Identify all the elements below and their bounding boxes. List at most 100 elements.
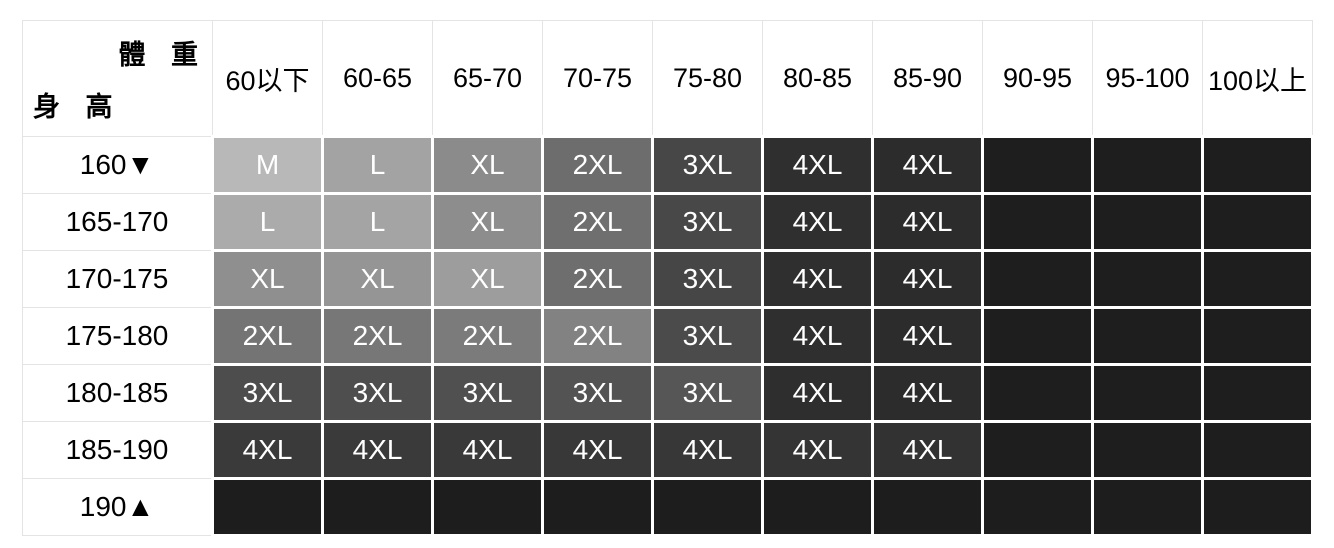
size-cell: 4XL (761, 192, 874, 252)
size-cell: 4XL (761, 363, 874, 423)
empty-cell (431, 477, 544, 537)
size-cell: 4XL (761, 135, 874, 195)
col-header: 60-65 (322, 20, 433, 137)
size-cell: 4XL (761, 306, 874, 366)
size-cell: XL (211, 249, 324, 309)
empty-cell (1091, 192, 1204, 252)
table-row: 175-180 2XL 2XL 2XL 2XL 3XL 4XL 4XL (22, 306, 1314, 366)
table-row: 165-170 L L XL 2XL 3XL 4XL 4XL (22, 192, 1314, 252)
empty-cell (981, 306, 1094, 366)
size-cell: XL (431, 135, 544, 195)
size-cell: 4XL (541, 420, 654, 480)
empty-cell (1091, 363, 1204, 423)
size-cell: XL (431, 249, 544, 309)
col-header: 95-100 (1092, 20, 1203, 137)
col-header: 75-80 (652, 20, 763, 137)
empty-cell (1201, 420, 1314, 480)
size-cell: 4XL (871, 363, 984, 423)
empty-cell (211, 477, 324, 537)
size-cell: L (321, 135, 434, 195)
row-header: 160▼ (22, 136, 213, 194)
size-cell: 3XL (431, 363, 544, 423)
empty-cell (871, 477, 984, 537)
size-cell: 2XL (541, 192, 654, 252)
row-header: 190▲ (22, 478, 213, 536)
empty-cell (1091, 135, 1204, 195)
corner-cell: 體 重身 高 (22, 20, 213, 137)
size-cell: M (211, 135, 324, 195)
empty-cell (1091, 306, 1204, 366)
size-cell: 4XL (431, 420, 544, 480)
col-header: 90-95 (982, 20, 1093, 137)
table-row: 160▼ M L XL 2XL 3XL 4XL 4XL (22, 135, 1314, 195)
size-cell: 4XL (871, 135, 984, 195)
table-row: 185-190 4XL 4XL 4XL 4XL 4XL 4XL 4XL (22, 420, 1314, 480)
table-header: 體 重身 高 60以下 60-65 65-70 70-75 75-80 80-85 85-90… (22, 20, 1313, 137)
size-cell: 2XL (321, 306, 434, 366)
size-cell: XL (431, 192, 544, 252)
size-cell: 3XL (651, 363, 764, 423)
size-cell: XL (321, 249, 434, 309)
empty-cell (1091, 477, 1204, 537)
size-cell: 4XL (211, 420, 324, 480)
col-header: 60以下 (212, 20, 323, 137)
size-cell: 2XL (541, 249, 654, 309)
size-cell: 4XL (871, 249, 984, 309)
row-header: 165-170 (22, 193, 213, 251)
col-header: 70-75 (542, 20, 653, 137)
size-cell: 4XL (761, 249, 874, 309)
size-cell: 3XL (651, 306, 764, 366)
empty-cell (981, 249, 1094, 309)
empty-cell (981, 420, 1094, 480)
empty-cell (1201, 306, 1314, 366)
col-header: 65-70 (432, 20, 543, 137)
col-header: 80-85 (762, 20, 873, 137)
empty-cell (1201, 363, 1314, 423)
size-cell: 3XL (321, 363, 434, 423)
empty-cell (1201, 135, 1314, 195)
size-cell: 2XL (541, 135, 654, 195)
size-cell: 2XL (541, 306, 654, 366)
size-cell: 2XL (211, 306, 324, 366)
size-cell: 3XL (651, 192, 764, 252)
empty-cell (981, 363, 1094, 423)
size-cell: 4XL (761, 420, 874, 480)
size-cell: 2XL (431, 306, 544, 366)
empty-cell (981, 477, 1094, 537)
row-header: 185-190 (22, 421, 213, 479)
empty-cell (981, 192, 1094, 252)
empty-cell (1091, 249, 1204, 309)
row-header: 175-180 (22, 307, 213, 365)
empty-cell (1201, 249, 1314, 309)
empty-cell (981, 135, 1094, 195)
col-header: 85-90 (872, 20, 983, 137)
size-cell: 4XL (871, 420, 984, 480)
empty-cell (1201, 192, 1314, 252)
row-header: 180-185 (22, 364, 213, 422)
row-header: 170-175 (22, 250, 213, 308)
empty-cell (761, 477, 874, 537)
header-row: 體 重身 高 60以下 60-65 65-70 70-75 75-80 80-85 85-90… (22, 20, 1313, 137)
size-cell: 4XL (871, 192, 984, 252)
empty-cell (541, 477, 654, 537)
height-axis-label: 身 高 (33, 92, 113, 122)
empty-cell (1091, 420, 1204, 480)
size-cell: 3XL (651, 249, 764, 309)
table-row: 190▲ (22, 477, 1314, 537)
size-chart-table: 體 重身 高 60以下 60-65 65-70 70-75 75-80 80-85 85-90… (22, 20, 1314, 537)
size-cell: 4XL (651, 420, 764, 480)
size-cell: 3XL (211, 363, 324, 423)
size-cell: 3XL (541, 363, 654, 423)
empty-cell (1201, 477, 1314, 537)
size-cell: 3XL (651, 135, 764, 195)
table-body: 160▼ M L XL 2XL 3XL 4XL 4XL 165-170 L L XL 2XL 3XL 4XL… (22, 135, 1314, 537)
empty-cell (321, 477, 434, 537)
size-cell: 4XL (871, 306, 984, 366)
size-cell: 4XL (321, 420, 434, 480)
empty-cell (651, 477, 764, 537)
size-cell: L (211, 192, 324, 252)
table-row: 170-175 XL XL XL 2XL 3XL 4XL 4XL (22, 249, 1314, 309)
weight-axis-label: 體 重 (118, 40, 198, 70)
size-cell: L (321, 192, 434, 252)
